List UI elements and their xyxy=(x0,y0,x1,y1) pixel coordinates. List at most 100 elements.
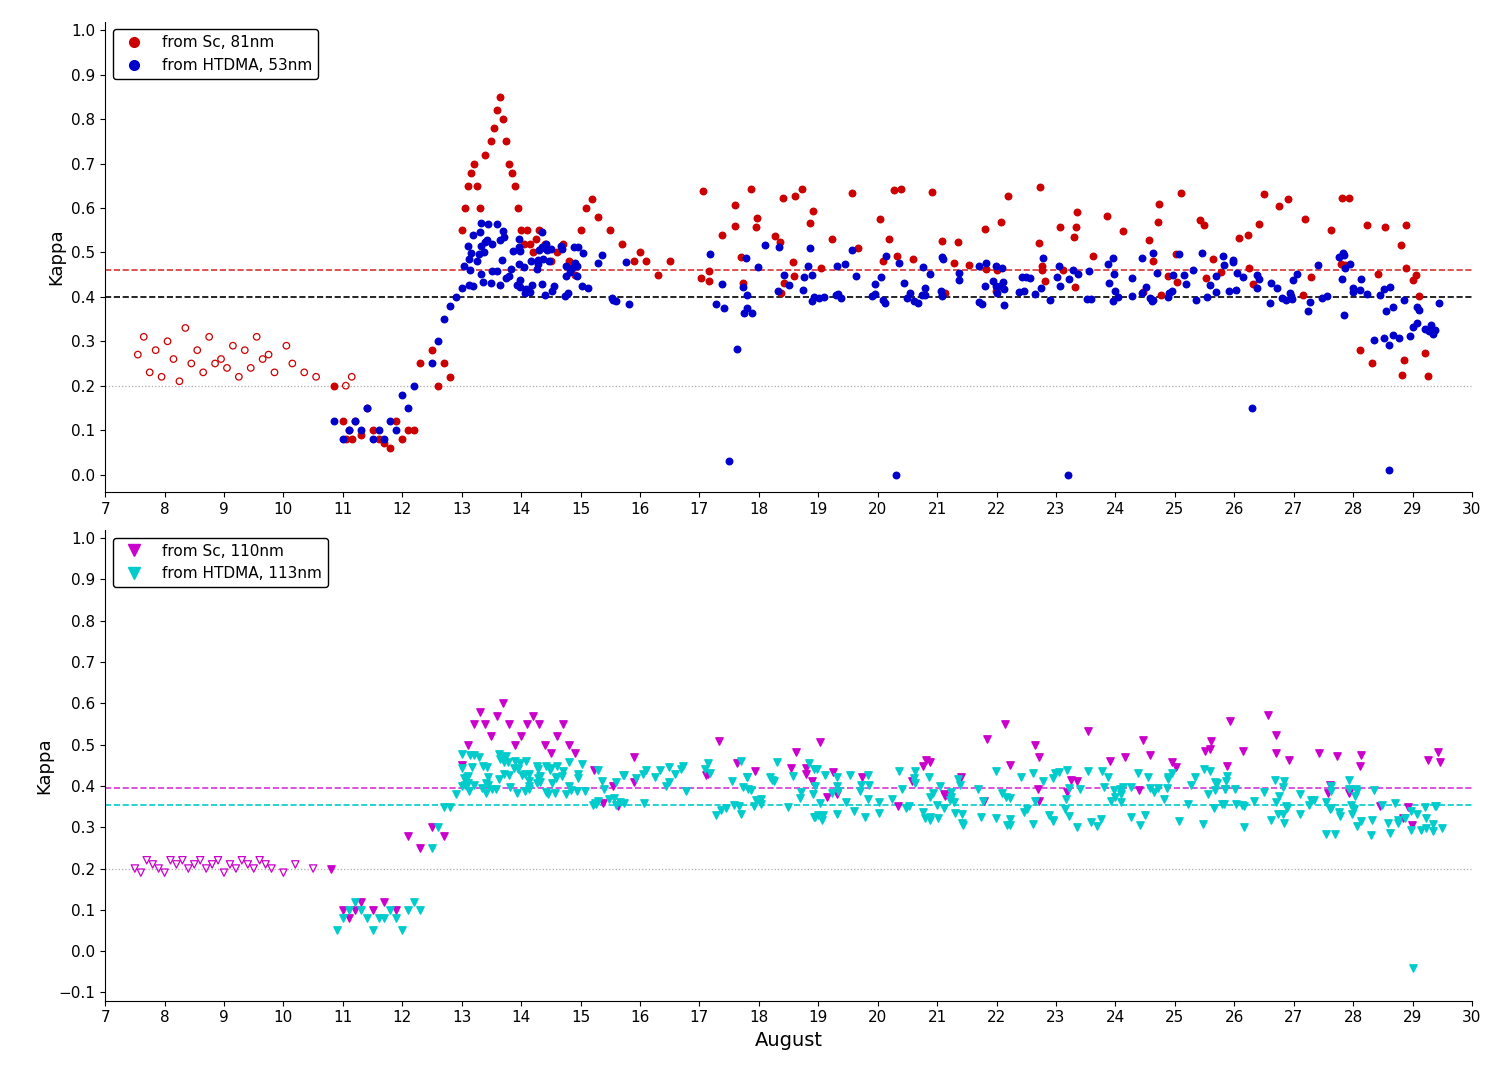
Point xyxy=(330,909,354,926)
Point xyxy=(451,760,475,777)
Point xyxy=(1343,788,1367,805)
Point xyxy=(596,791,620,808)
Point xyxy=(1409,822,1433,839)
Point xyxy=(479,132,503,150)
Point xyxy=(156,332,180,350)
Point xyxy=(1212,795,1236,812)
Point xyxy=(912,804,936,821)
Point xyxy=(749,791,774,808)
Point xyxy=(1299,268,1323,285)
Point xyxy=(1054,762,1078,779)
Point xyxy=(321,412,345,429)
Point xyxy=(1329,255,1353,272)
Point xyxy=(488,88,512,105)
Point xyxy=(1102,789,1126,806)
Point xyxy=(469,214,493,231)
Point xyxy=(457,250,481,267)
Point xyxy=(939,789,963,806)
Point xyxy=(479,274,503,292)
Point xyxy=(1355,285,1379,302)
Point xyxy=(1164,759,1188,776)
Point xyxy=(789,789,813,806)
Point xyxy=(563,266,587,283)
Point xyxy=(1317,777,1341,794)
Point xyxy=(918,768,942,785)
Point xyxy=(1334,256,1358,273)
Point xyxy=(1110,223,1134,240)
Point xyxy=(766,282,790,299)
Point xyxy=(1341,279,1365,296)
Point xyxy=(1111,779,1136,796)
Point xyxy=(973,221,997,238)
Point xyxy=(647,762,671,779)
Point xyxy=(1157,284,1181,301)
Point xyxy=(1377,278,1401,295)
Point xyxy=(951,817,975,834)
Point xyxy=(443,785,467,803)
Point xyxy=(760,771,784,789)
Point xyxy=(792,269,816,286)
Point xyxy=(514,753,538,770)
Point xyxy=(634,761,658,778)
Point xyxy=(1223,780,1247,797)
Point xyxy=(1292,286,1316,303)
Point xyxy=(481,781,505,798)
Point xyxy=(1146,213,1170,230)
Point xyxy=(499,260,523,278)
Point xyxy=(1006,284,1030,301)
Point xyxy=(912,758,936,775)
Point xyxy=(790,181,814,198)
Point xyxy=(1012,803,1036,820)
Point xyxy=(574,199,598,216)
Point xyxy=(524,230,548,247)
Point xyxy=(488,231,512,249)
Point xyxy=(1259,811,1283,829)
Point xyxy=(1057,780,1081,797)
Point xyxy=(1101,266,1125,283)
Point xyxy=(173,320,197,337)
Point xyxy=(604,774,628,791)
Point xyxy=(805,761,829,778)
Point xyxy=(488,751,512,768)
Point xyxy=(613,766,637,783)
Point xyxy=(1054,791,1078,808)
Point xyxy=(601,777,625,794)
Point xyxy=(179,355,203,372)
Point xyxy=(458,261,482,279)
Point xyxy=(1012,283,1036,300)
Point xyxy=(1371,280,1395,297)
Point xyxy=(533,783,557,801)
Point xyxy=(1272,815,1296,832)
Point xyxy=(1359,354,1383,371)
Point xyxy=(1078,291,1102,308)
Point xyxy=(743,791,768,808)
Point xyxy=(1057,807,1081,824)
Point xyxy=(765,753,789,770)
Point xyxy=(455,768,479,785)
Point xyxy=(769,284,793,301)
Point xyxy=(449,756,473,774)
Point xyxy=(455,736,479,753)
Point xyxy=(671,758,695,775)
Point xyxy=(991,280,1015,297)
Point xyxy=(182,855,206,873)
Point xyxy=(427,377,451,394)
Point xyxy=(931,799,955,817)
Point xyxy=(1277,751,1301,768)
Point xyxy=(918,789,942,806)
Point xyxy=(1089,810,1113,827)
Point xyxy=(1152,790,1176,807)
Point xyxy=(930,232,954,250)
Point xyxy=(1167,812,1191,830)
Point xyxy=(991,273,1015,291)
Point xyxy=(1268,788,1292,805)
Point xyxy=(628,244,652,261)
Point xyxy=(1329,189,1353,207)
Point xyxy=(1242,793,1266,810)
Point xyxy=(1380,298,1404,315)
Point xyxy=(601,292,625,309)
Point xyxy=(1164,245,1188,263)
Point xyxy=(586,792,610,809)
Point xyxy=(464,252,488,269)
Point xyxy=(461,226,485,243)
